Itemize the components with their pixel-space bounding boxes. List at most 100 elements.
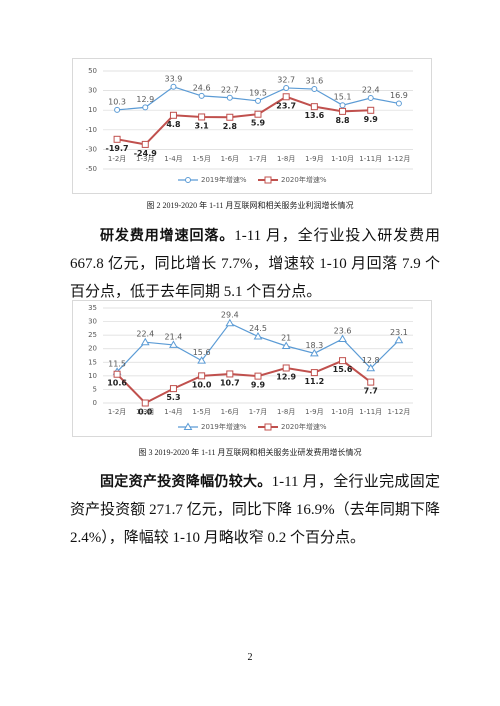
x-tick-label: 1-4月 [164, 408, 182, 416]
x-tick-label: 1-11月 [359, 155, 382, 163]
point [226, 370, 234, 378]
series-line [116, 95, 371, 146]
y-tick-label: 10 [88, 372, 97, 380]
point [254, 372, 262, 380]
y-tick-label: 5 [93, 385, 97, 393]
x-tick-label: 1-5月 [192, 408, 210, 416]
point [140, 337, 150, 346]
point [198, 92, 205, 99]
point [197, 356, 207, 364]
legend-marker [264, 423, 272, 431]
data-label: 0.0 [138, 408, 153, 417]
x-tick-label: 1-5月 [192, 155, 210, 163]
data-label: 23.6 [334, 326, 352, 335]
point [310, 369, 318, 377]
point [366, 363, 376, 372]
data-label: 22.4 [362, 86, 380, 95]
point [281, 341, 291, 349]
x-tick-label: 1-7月 [249, 408, 267, 416]
point [169, 385, 177, 393]
y-tick-label: 0 [93, 399, 97, 407]
x-tick-label: 1-6月 [221, 408, 239, 416]
point [367, 378, 375, 386]
data-label: 21.4 [165, 332, 183, 341]
lead: 研发费用增速回落。 [100, 228, 235, 244]
data-label: 12.8 [362, 356, 380, 365]
data-label: 12.9 [276, 372, 296, 381]
y-tick-label: 20 [88, 345, 97, 353]
x-tick-label: 1-8月 [277, 408, 295, 416]
x-tick-label: 1-4月 [164, 155, 182, 163]
y-tick-label: 30 [88, 318, 97, 326]
y-tick-label: -10 [86, 126, 97, 134]
point [282, 93, 290, 101]
point [338, 334, 347, 342]
data-label: 18.3 [305, 341, 323, 350]
data-label: 29.4 [221, 311, 239, 320]
data-label: 9.9 [364, 115, 379, 124]
point [114, 106, 121, 113]
point [395, 100, 402, 107]
data-label: 24.5 [249, 324, 267, 333]
data-label: -24.9 [134, 149, 157, 158]
legend-label: 2020年增速% [281, 175, 327, 184]
text: 1-11 月，全行业投入研发费用 667.8 亿元，同比增长 7.7%，增速较 … [70, 228, 440, 300]
point [198, 113, 206, 121]
data-label: 23.7 [276, 101, 296, 110]
x-tick-label: 1-12月 [387, 408, 410, 416]
point [367, 95, 374, 102]
x-tick-label: 1-3月 [136, 155, 154, 163]
data-label: 13.6 [304, 111, 324, 120]
point [255, 97, 261, 104]
data-label: 10.6 [107, 379, 127, 388]
y-tick-label: -50 [86, 165, 97, 173]
point [226, 113, 234, 121]
chart: -50 -30 -10 10 30 50 1-2月 1-3月 1-4月 1-5月 1-6月 1-7月 1… [72, 58, 432, 194]
data-label: 5.3 [166, 393, 180, 402]
y-tick-label: 50 [88, 67, 97, 75]
y-tick-label: -30 [86, 145, 97, 153]
point [310, 103, 318, 111]
data-label: 10.0 [192, 380, 212, 389]
data-label: 16.9 [390, 91, 408, 100]
lead: 固定资产投资降幅仍较大。 [100, 474, 272, 490]
point [311, 86, 318, 93]
legend-marker [264, 176, 272, 184]
data-label: 9.9 [251, 381, 266, 390]
paragraph: 研发费用增速回落。1-11 月，全行业投入研发费用 667.8 亿元，同比增长 … [70, 222, 440, 306]
point [141, 140, 149, 148]
chart: 0 5 10 15 20 25 30 35 1-2月 1-3月 1-4月 1-5月 1-6月 1-7月 1-… [72, 300, 432, 437]
data-label: 8.8 [335, 116, 350, 125]
x-tick-label: 1-9月 [305, 155, 323, 163]
x-tick-label: 1-2月 [108, 408, 126, 416]
x-tick-label: 1-10月 [331, 408, 354, 416]
data-label: 3.1 [195, 121, 210, 130]
x-tick-label: 1-10月 [331, 155, 354, 163]
data-label: 31.6 [305, 77, 323, 86]
point [226, 94, 233, 101]
point [113, 135, 121, 143]
caption: 图 3 2019-2020 年 1-11 月互联网和相关服务业研发费用增长情况 [138, 448, 362, 457]
legend-label: 2020年增速% [281, 422, 327, 431]
point [170, 83, 177, 90]
point [198, 372, 206, 380]
point [113, 370, 121, 378]
data-label: 15.1 [334, 93, 352, 102]
point [142, 104, 149, 111]
paragraph: 固定资产投资降幅仍较大。1-11 月，全行业完成固定资产投资额 271.7 亿元… [70, 468, 440, 552]
page-number: 2 [247, 652, 253, 663]
data-label: 22.4 [136, 330, 154, 339]
point [309, 348, 319, 357]
point [367, 106, 375, 114]
point [169, 340, 178, 348]
data-label: 15.6 [333, 365, 353, 374]
data-label: 4.8 [166, 120, 181, 129]
series-line [116, 359, 372, 405]
legend-label: 2019年增速% [201, 422, 247, 431]
data-label: 23.1 [390, 328, 408, 337]
point [394, 335, 404, 344]
data-label: 24.6 [193, 83, 211, 92]
point [253, 332, 263, 340]
point [339, 357, 347, 365]
